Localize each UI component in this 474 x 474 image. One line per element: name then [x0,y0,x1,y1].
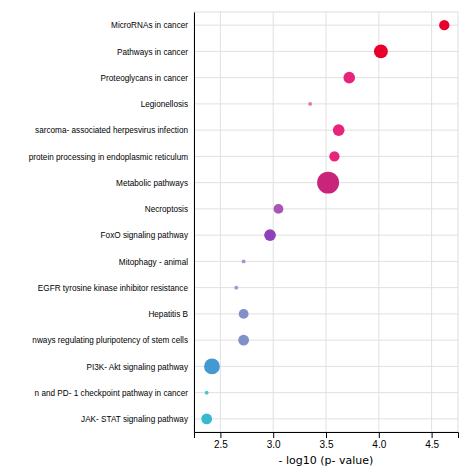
y-tick: protein processing in endoplasmic reticu… [29,152,194,161]
point [343,72,355,84]
x-tick-mark [220,432,221,438]
point [205,391,209,395]
y-tick-label: Metabolic pathways [116,179,188,188]
point [329,151,339,161]
plot-frame [194,12,458,432]
point [264,229,276,241]
x-tick-label: 4.0 [372,439,386,450]
y-axis-line [194,13,195,433]
grid-line [194,287,458,288]
y-tick: Necroptosis [145,205,194,214]
point [439,20,449,30]
grid-line [194,340,458,341]
point [333,124,345,136]
x-tick: 4.5 [425,432,439,450]
y-tick-label: JAK- STAT signaling pathway [81,415,189,424]
point [242,259,246,263]
y-tick-label: FoxO signaling pathway [101,231,189,240]
y-tick-label: Mitophagy - animal [119,257,188,266]
point [274,204,284,214]
y-tick: nways regulating pluripotency of stem ce… [32,336,194,345]
y-tick-label: Legionellosis [141,100,188,109]
y-tick: Pathways in cancer [117,47,194,56]
point [234,286,238,290]
y-tick: FoxO signaling pathway [101,231,194,240]
x-tick-label: 3.5 [320,439,334,450]
y-tick: MicroRNAs in cancer [111,21,194,30]
x-tick-label: 3.0 [267,439,281,450]
grid-line [378,12,379,432]
grid-line [431,12,432,432]
points [201,20,449,424]
y-tick: Hepatitis B [148,310,194,319]
y-tick: Legionellosis [141,100,194,109]
y-tick-label: Pathways in cancer [117,47,188,56]
grid-line [326,12,327,432]
x-tick-label: 4.5 [425,439,439,450]
point [308,102,312,106]
grid-line [194,156,458,157]
x-tick-mark [432,432,433,438]
point [374,44,388,58]
grid-line [194,208,458,209]
y-tick: JAK- STAT signaling pathway [81,415,194,424]
point [317,172,339,194]
grid-line [194,103,458,104]
grid-line [194,366,458,367]
point [239,309,249,319]
x-axis-line [195,433,459,439]
y-tick-label: n and PD- 1 checkpoint pathway in cancer [35,389,189,398]
point [201,413,212,424]
x-tick: 3.0 [267,432,281,450]
grid-line [194,313,458,314]
x-axis-title: - log10 (p- value) [279,454,374,467]
grid-line [194,392,458,393]
plot: 2.5 3.0 3.5 4.0 4.5 MicroRNAs in cancer Pathwa… [29,12,459,450]
grid-line [194,77,458,78]
y-tick-label: sarcoma- associated herpesvirus infectio… [35,126,188,135]
y-tick: EGFR tyrosine kinase inhibitor resistanc… [38,284,194,293]
y-tick: PI3K- Akt signaling pathway [87,362,195,371]
y-tick: Proteoglycans in cancer [101,74,194,83]
y-tick-label: MicroRNAs in cancer [111,21,188,30]
x-tick-mark [273,432,274,438]
y-tick-label: Necroptosis [145,205,188,214]
grid-line [194,235,458,236]
grid-line [194,130,458,131]
y-axis: MicroRNAs in cancer Pathways in cancer Pro… [29,13,195,433]
y-tick-label: EGFR tyrosine kinase inhibitor resistanc… [38,284,189,293]
point [238,335,249,346]
chart: 2.5 3.0 3.5 4.0 4.5 MicroRNAs in cancer Pathwa… [0,0,474,474]
grid-line [194,418,458,419]
x-tick-mark [326,432,327,438]
grid-line [194,25,458,26]
y-tick-label: PI3K- Akt signaling pathway [87,362,189,371]
y-tick-label: nways regulating pluripotency of stem ce… [32,336,188,345]
x-tick-mark [379,432,380,438]
grid-line [194,51,458,52]
y-tick: Metabolic pathways [116,179,194,188]
x-axis: 2.5 3.0 3.5 4.0 4.5 [195,432,459,450]
grid-line [273,12,274,432]
x-tick: 3.5 [320,432,334,450]
y-tick-label: protein processing in endoplasmic reticu… [29,152,188,161]
y-tick: sarcoma- associated herpesvirus infectio… [35,126,194,135]
point [204,358,220,374]
grid-line [220,12,221,432]
x-tick: 4.0 [372,432,386,450]
grid [194,12,458,432]
y-tick-label: Proteoglycans in cancer [101,74,189,83]
y-tick: n and PD- 1 checkpoint pathway in cancer [35,389,194,398]
chart-container: 2.5 3.0 3.5 4.0 4.5 MicroRNAs in cancer Pathwa… [0,0,474,474]
y-tick-label: Hepatitis B [148,310,188,319]
y-tick: Mitophagy - animal [119,257,194,266]
grid-line [194,261,458,262]
x-tick-label: 2.5 [214,439,228,450]
x-tick: 2.5 [214,432,228,450]
